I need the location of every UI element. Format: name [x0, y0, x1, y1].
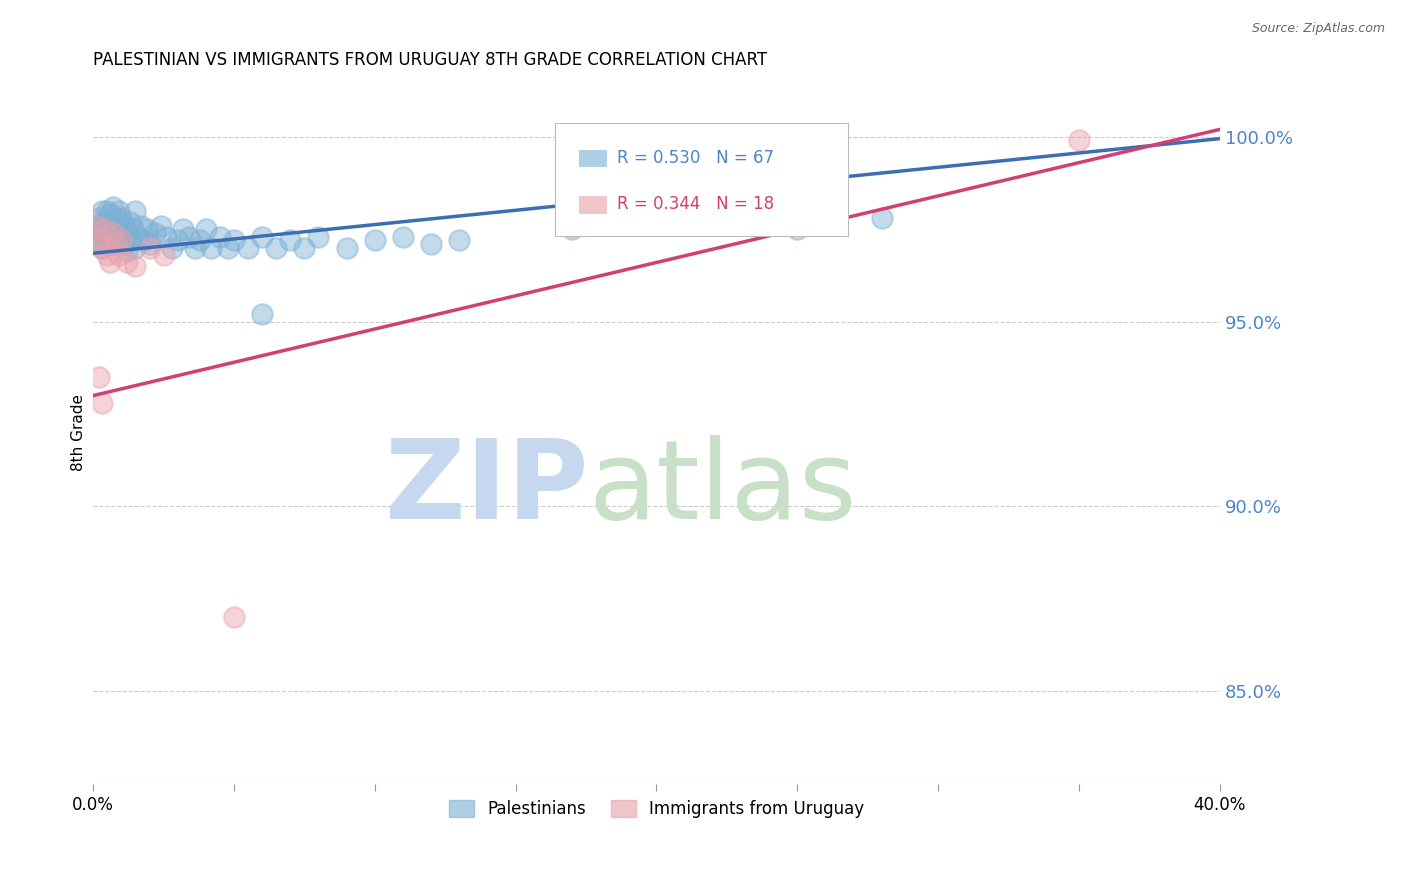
Point	[250, 307, 273, 321]
Point	[135, 222, 157, 236]
Point	[90, 241, 112, 255]
Point	[336, 241, 359, 255]
Point	[104, 229, 127, 244]
Point	[124, 203, 146, 218]
Point	[84, 219, 107, 233]
Point	[101, 200, 124, 214]
Point	[160, 241, 183, 255]
Point	[96, 222, 118, 236]
FancyBboxPatch shape	[555, 123, 848, 235]
Point	[217, 241, 239, 255]
Point	[188, 233, 211, 247]
Point	[90, 222, 112, 236]
Point	[104, 211, 127, 226]
Point	[152, 248, 174, 262]
Point	[138, 241, 160, 255]
Point	[118, 215, 141, 229]
Point	[1067, 134, 1090, 148]
Point	[93, 215, 115, 229]
Point	[129, 219, 152, 233]
Point	[364, 233, 387, 247]
Point	[90, 241, 112, 255]
Point	[392, 229, 415, 244]
Point	[98, 226, 121, 240]
Point	[449, 233, 471, 247]
Point	[96, 203, 118, 218]
Point	[87, 370, 110, 384]
Point	[101, 219, 124, 233]
Point	[118, 233, 141, 247]
Point	[121, 222, 143, 236]
Point	[90, 396, 112, 410]
Point	[183, 241, 205, 255]
Point	[93, 222, 115, 236]
Point	[101, 226, 124, 240]
Point	[138, 237, 160, 252]
Point	[132, 233, 155, 247]
Point	[264, 241, 287, 255]
Point	[222, 610, 245, 624]
Point	[87, 233, 110, 247]
Point	[101, 237, 124, 252]
Point	[143, 226, 166, 240]
Point	[110, 211, 132, 226]
Point	[236, 241, 259, 255]
Text: atlas: atlas	[589, 435, 858, 542]
Point	[84, 219, 107, 233]
Point	[115, 255, 138, 269]
Point	[278, 233, 301, 247]
Point	[87, 211, 110, 226]
Point	[112, 237, 135, 252]
Text: R = 0.344   N = 18: R = 0.344 N = 18	[617, 195, 775, 213]
Point	[110, 229, 132, 244]
Point	[104, 237, 127, 252]
Point	[308, 229, 330, 244]
Point	[107, 203, 129, 218]
FancyBboxPatch shape	[579, 150, 606, 167]
Text: Source: ZipAtlas.com: Source: ZipAtlas.com	[1251, 22, 1385, 36]
Point	[98, 207, 121, 221]
Point	[294, 241, 316, 255]
Point	[96, 248, 118, 262]
Y-axis label: 8th Grade: 8th Grade	[72, 394, 86, 471]
Point	[124, 241, 146, 255]
Text: PALESTINIAN VS IMMIGRANTS FROM URUGUAY 8TH GRADE CORRELATION CHART: PALESTINIAN VS IMMIGRANTS FROM URUGUAY 8…	[93, 51, 768, 69]
Point	[98, 255, 121, 269]
Point	[96, 237, 118, 252]
FancyBboxPatch shape	[579, 196, 606, 212]
Point	[84, 233, 107, 247]
Point	[177, 229, 200, 244]
Point	[208, 229, 231, 244]
Point	[222, 233, 245, 247]
Point	[110, 233, 132, 247]
Point	[561, 222, 583, 236]
Point	[250, 229, 273, 244]
Legend: Palestinians, Immigrants from Uruguay: Palestinians, Immigrants from Uruguay	[441, 793, 870, 824]
Point	[149, 219, 172, 233]
Point	[172, 222, 194, 236]
Point	[673, 203, 696, 218]
Point	[200, 241, 222, 255]
Point	[107, 248, 129, 262]
Point	[112, 219, 135, 233]
Point	[420, 237, 443, 252]
Point	[127, 229, 149, 244]
Point	[115, 244, 138, 259]
Point	[194, 222, 217, 236]
Point	[124, 259, 146, 273]
Point	[166, 233, 188, 247]
Text: ZIP: ZIP	[385, 435, 589, 542]
Point	[93, 229, 115, 244]
Point	[107, 222, 129, 236]
Point	[155, 229, 177, 244]
Point	[115, 226, 138, 240]
Point	[90, 203, 112, 218]
Point	[870, 211, 893, 226]
Point	[87, 226, 110, 240]
Point	[786, 222, 808, 236]
Text: R = 0.530   N = 67: R = 0.530 N = 67	[617, 149, 775, 167]
